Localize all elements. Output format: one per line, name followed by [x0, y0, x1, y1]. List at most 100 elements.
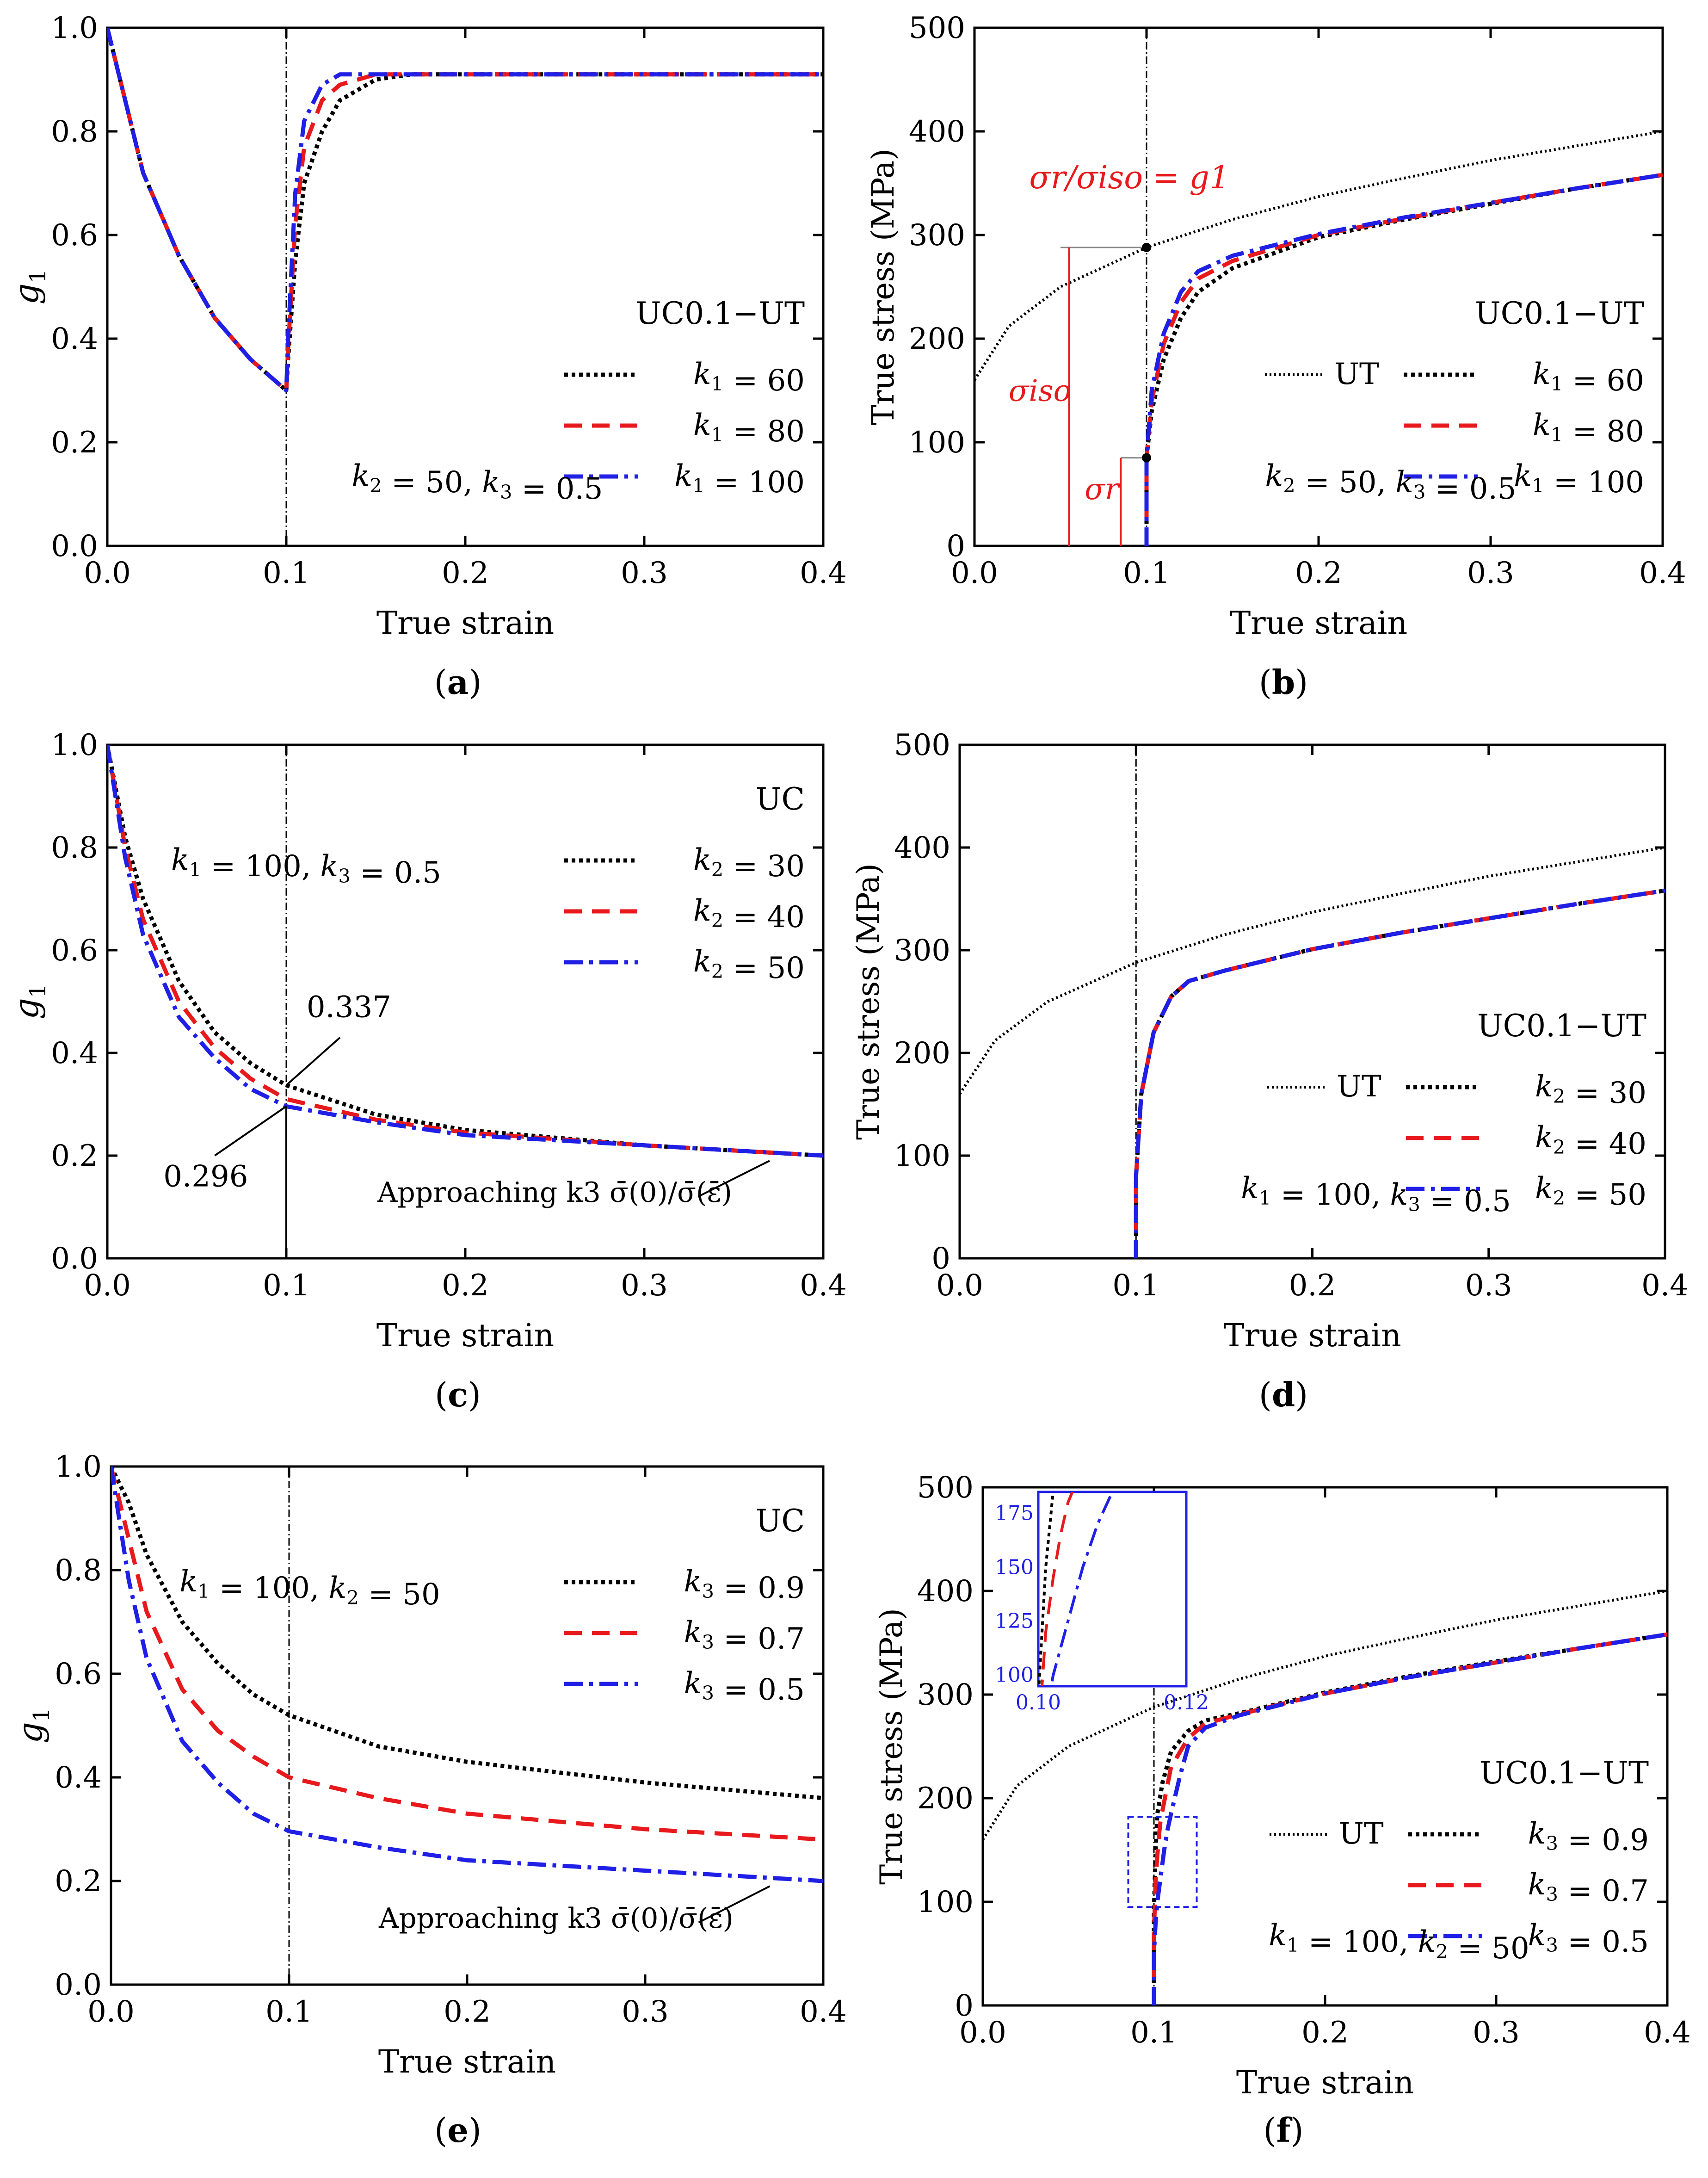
y-tick-label: 0.2 [55, 1864, 102, 1899]
legend-title: UC0.1−UT [1477, 1008, 1646, 1044]
inset-y-tick-label: 175 [995, 1502, 1034, 1525]
arrow-0.337 [285, 1037, 341, 1086]
legend-label: k3 = 0.9 [1528, 1817, 1649, 1857]
legend-label: k2 = 30 [693, 843, 805, 884]
legend-label: k3 = 0.5 [684, 1666, 805, 1707]
legend-label: k1 = 60 [693, 357, 805, 398]
legend-label: k3 = 0.5 [1528, 1918, 1649, 1959]
y-tick-label: 0.0 [51, 1242, 98, 1276]
series-line-k3=0.7 [111, 1466, 823, 1842]
y-axis-label: g1 [7, 984, 51, 1020]
annotation-ratio: σr/σiso = g1 [1029, 160, 1229, 196]
annotation-approaching: Approaching k3 σ̄(0)/σ̄(ε̄) [378, 1902, 734, 1935]
series-line-k2=50 [107, 745, 823, 1158]
x-tick-label: 0.1 [1130, 2016, 1178, 2050]
arrow-approaching [697, 1160, 770, 1198]
annotation-0.296: 0.296 [163, 1160, 248, 1194]
x-tick-label: 0.1 [1123, 556, 1170, 590]
series-line-UT [983, 1590, 1667, 1841]
y-tick-label: 0.6 [51, 934, 98, 968]
legend-label: k1 = 100 [674, 459, 805, 500]
y-tick-label: 0 [955, 1989, 974, 2023]
y-tick-label: 0.8 [55, 1553, 102, 1588]
legend-label: k2 = 40 [1535, 1120, 1646, 1161]
x-tick-label: 0.0 [84, 556, 131, 590]
x-tick-label: 0.2 [442, 556, 489, 590]
param-note: k1 = 100, k3 = 0.5 [1241, 1171, 1511, 1219]
x-tick-label: 0.2 [442, 1268, 489, 1303]
y-tick-label: 200 [917, 1782, 974, 1816]
param-note: k2 = 50, k3 = 0.5 [351, 459, 603, 506]
x-tick-label: 0.1 [265, 1995, 313, 2029]
panel-d: 0.0 0.1 0.2 0.3 0.4 0 100 200 300 400 500 True stra… [851, 728, 1689, 1414]
inset-x-tick-label: 0.12 [1164, 1691, 1209, 1714]
y-tick-label: 400 [909, 115, 965, 149]
legend-label: k2 = 50 [693, 945, 805, 985]
y-tick-label: 0.2 [51, 426, 98, 460]
x-tick-label: 0.3 [1467, 556, 1514, 590]
x-tick-label: 0.4 [800, 1995, 847, 2029]
x-tick-label: 0.0 [951, 556, 998, 590]
series-line-UT [960, 846, 1665, 1095]
x-tick-label: 0.4 [1644, 2016, 1691, 2050]
legend-label: k2 = 50 [1535, 1171, 1646, 1212]
x-tick-label: 0.4 [1639, 556, 1686, 590]
series-line-k2=30 [107, 745, 823, 1158]
y-tick-label: 500 [894, 728, 950, 762]
inset-y-tick-label: 125 [995, 1609, 1034, 1633]
y-tick-label: 300 [894, 934, 950, 968]
panel-f: 0.0 0.1 0.2 0.3 0.4 0 100 200 300 400 500 True stra… [874, 1471, 1691, 2150]
y-tick-label: 100 [909, 426, 965, 460]
legend-title: UC0.1−UT [1475, 296, 1644, 331]
x-tick-label: 0.0 [959, 2016, 1006, 2050]
annotation-approaching: Approaching k3 σ̄(0)/σ̄(ε̄) [377, 1176, 732, 1209]
x-tick-label: 0.3 [622, 1995, 669, 2029]
x-tick-label: 0.2 [444, 1995, 491, 2029]
y-tick-label: 0.6 [55, 1657, 102, 1691]
x-tick-label: 0.2 [1301, 2016, 1349, 2050]
y-tick-label: 0.4 [51, 1036, 98, 1070]
annotation-sigma-r: σr [1085, 472, 1121, 507]
x-tick-label: 0.2 [1289, 1268, 1336, 1303]
panel-label: (d) [1259, 1375, 1308, 1414]
x-tick-label: 0.1 [263, 1268, 310, 1303]
series-line-k1=100 [107, 28, 823, 393]
legend-label: k1 = 100 [1514, 459, 1644, 500]
panel-e: 0.0 0.1 0.2 0.3 0.4 0.0 0.2 0.4 0.6 0.8 1.0 True st… [11, 1450, 847, 2150]
x-axis-label: True strain [1223, 1318, 1401, 1354]
y-tick-label: 0.8 [51, 115, 98, 149]
series-line-k2=50 [1134, 888, 1665, 1258]
y-tick-label: 0.4 [55, 1761, 102, 1795]
y-tick-label: 0.0 [51, 529, 98, 563]
arrow-approaching [698, 1885, 771, 1924]
panel-label: (b) [1259, 662, 1308, 702]
x-tick-label: 0.0 [936, 1268, 983, 1303]
x-tick-label: 0.3 [621, 556, 668, 590]
inset: 100 125 150 175 0.10 0.12 [995, 1491, 1209, 1714]
inset-frame [1037, 1491, 1188, 1688]
x-tick-label: 0.4 [800, 556, 847, 590]
x-axis-label: True strain [1230, 605, 1407, 642]
y-axis-label: True stress (MPa) [851, 863, 886, 1140]
y-tick-label: 0.2 [51, 1139, 98, 1173]
series-line-k2=40 [107, 745, 823, 1158]
series-line-k3=0.5 [1152, 1632, 1667, 2005]
data-marker [1142, 242, 1151, 252]
y-axis-label: g1 [11, 1708, 55, 1744]
panel-b: 0.0 0.1 0.2 0.3 0.4 0 100 200 300 400 500 True stra… [865, 11, 1686, 702]
legend-title: UC0.1−UT [1480, 1755, 1649, 1791]
series-line-k1=100 [1144, 173, 1663, 546]
legend-title: UC0.1−UT [635, 296, 805, 331]
y-tick-label: 0.0 [55, 1968, 102, 2002]
legend-label-UT: UT [1339, 1817, 1384, 1851]
annotation-sigma-iso: σiso [1009, 374, 1072, 408]
x-tick-label: 0.4 [800, 1268, 847, 1303]
panel-label: (c) [435, 1375, 481, 1414]
y-tick-label: 500 [917, 1471, 974, 1505]
y-tick-label: 200 [894, 1036, 950, 1070]
y-tick-label: 400 [894, 831, 950, 865]
param-note: k1 = 100, k2 = 50 [1269, 1918, 1529, 1966]
panel-label: (e) [434, 2110, 481, 2150]
x-tick-label: 0.0 [87, 1995, 135, 2029]
y-tick-label: 100 [917, 1885, 974, 1919]
